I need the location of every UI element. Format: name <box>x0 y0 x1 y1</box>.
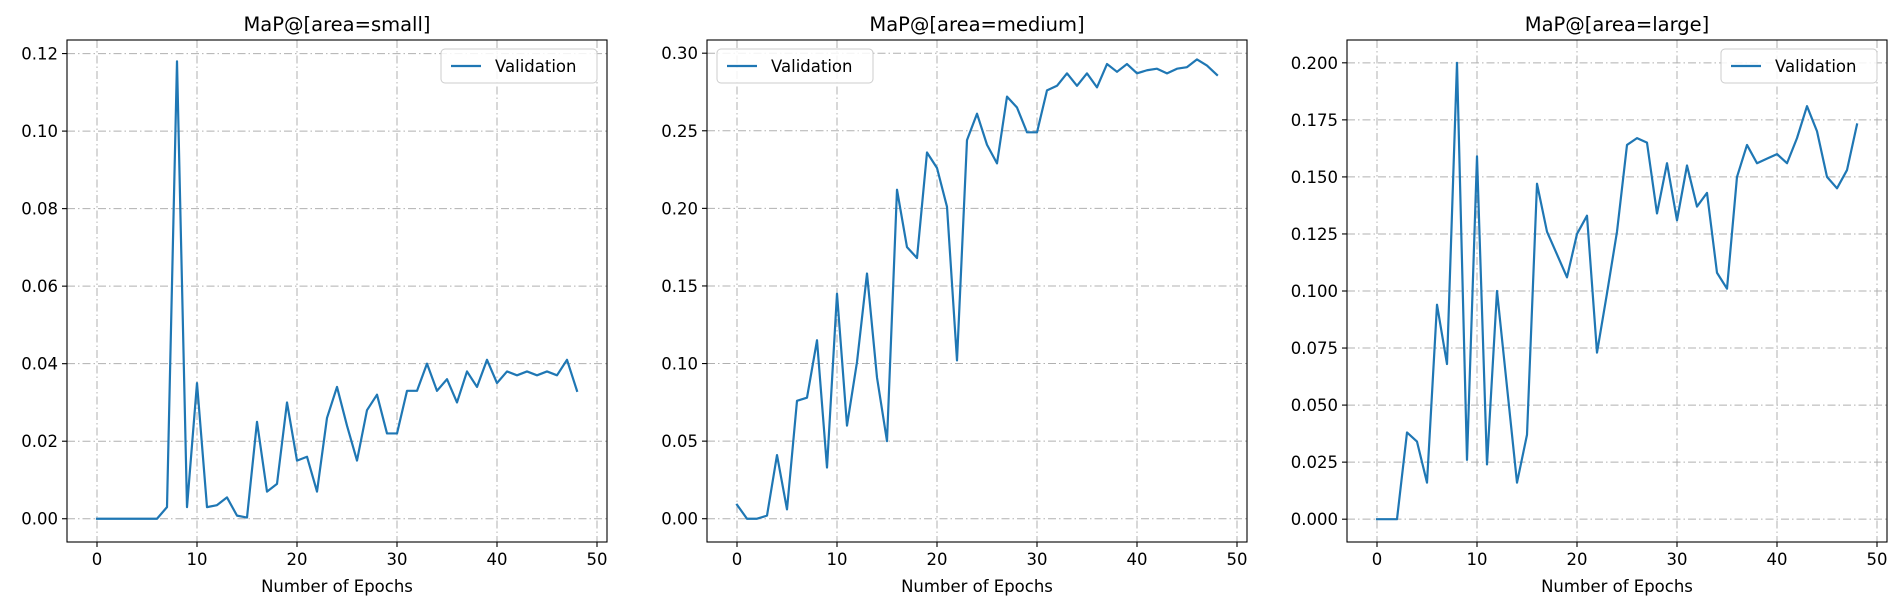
x-axis-label: Number of Epochs <box>1541 577 1693 596</box>
y-tick-label: 0.25 <box>661 122 698 141</box>
y-tick-label: 0.20 <box>661 199 698 218</box>
y-tick-label: 0.12 <box>21 45 58 64</box>
plot-area <box>67 40 607 542</box>
x-tick-label: 30 <box>1667 550 1688 569</box>
legend-label: Validation <box>771 57 852 76</box>
legend-label: Validation <box>495 57 576 76</box>
x-tick-label: 50 <box>1227 550 1248 569</box>
x-tick-label: 40 <box>1127 550 1148 569</box>
y-tick-label: 0.15 <box>661 277 698 296</box>
y-tick-label: 0.10 <box>21 122 58 141</box>
x-tick-label: 0 <box>732 550 743 569</box>
chart-title: MaP@[area=large] <box>1525 13 1710 36</box>
x-tick-label: 40 <box>487 550 508 569</box>
x-tick-label: 10 <box>1467 550 1488 569</box>
y-tick-label: 0.075 <box>1291 339 1338 358</box>
x-tick-label: 10 <box>187 550 208 569</box>
y-tick-label: 0.125 <box>1291 225 1338 244</box>
axes-frame <box>706 39 1248 543</box>
x-tick-label: 30 <box>387 550 408 569</box>
chart-title: MaP@[area=medium] <box>869 13 1084 36</box>
x-tick-label: 50 <box>1867 550 1888 569</box>
legend: Validation <box>440 48 598 84</box>
x-axis-label: Number of Epochs <box>901 577 1053 596</box>
y-tick-label: 0.08 <box>21 200 58 219</box>
y-tick-label: 0.150 <box>1291 168 1338 187</box>
y-tick-label: 0.06 <box>21 277 58 296</box>
chart-panel-1: 0 10 20 30 40 50 0.00 0.02 0.04 0.06 0.08 0.10 0.12 M… <box>21 13 608 596</box>
x-tick-label: 20 <box>1567 550 1588 569</box>
y-tick-label: 0.02 <box>21 432 58 451</box>
x-tick-label: 0 <box>92 550 103 569</box>
x-tick-label: 50 <box>587 550 608 569</box>
y-tick-label: 0.175 <box>1291 111 1338 130</box>
series-line-validation <box>95 60 579 520</box>
axes-frame <box>66 39 608 543</box>
y-tick-label: 0.100 <box>1291 282 1338 301</box>
legend: Validation <box>1720 48 1878 84</box>
x-tick-label: 0 <box>1372 550 1383 569</box>
y-tick-label: 0.050 <box>1291 396 1338 415</box>
x-tick-label: 20 <box>287 550 308 569</box>
series-line-validation <box>1375 61 1859 521</box>
chart-panel-3: 0 10 20 30 40 50 0.000 0.025 0.050 0.075 0.100 0.12… <box>1291 13 1888 596</box>
legend: Validation <box>716 48 874 84</box>
legend-box <box>440 48 598 84</box>
x-tick-label: 10 <box>827 550 848 569</box>
y-tick-label: 0.200 <box>1291 54 1338 73</box>
y-tick-label: 0.000 <box>1291 510 1338 529</box>
x-tick-label: 20 <box>927 550 948 569</box>
legend-box <box>716 48 874 84</box>
y-tick-label: 0.05 <box>661 432 698 451</box>
legend-label: Validation <box>1775 57 1856 76</box>
y-tick-label: 0.00 <box>21 510 58 529</box>
x-axis-label: Number of Epochs <box>261 577 413 596</box>
y-tick-label: 0.30 <box>661 44 698 63</box>
legend-box <box>1720 48 1878 84</box>
y-tick-label: 0.10 <box>661 355 698 374</box>
chart-panel-2: 0 10 20 30 40 50 0.00 0.05 0.10 0.15 0.20 0.25 0.30 M… <box>661 13 1248 596</box>
y-tick-label: 0.04 <box>21 355 58 374</box>
x-tick-label: 40 <box>1767 550 1788 569</box>
y-tick-label: 0.00 <box>661 510 698 529</box>
series-line-validation <box>735 58 1219 520</box>
chart-title: MaP@[area=small] <box>243 13 430 36</box>
plot-area <box>707 40 1247 542</box>
y-tick-label: 0.025 <box>1291 453 1338 472</box>
x-tick-label: 30 <box>1027 550 1048 569</box>
